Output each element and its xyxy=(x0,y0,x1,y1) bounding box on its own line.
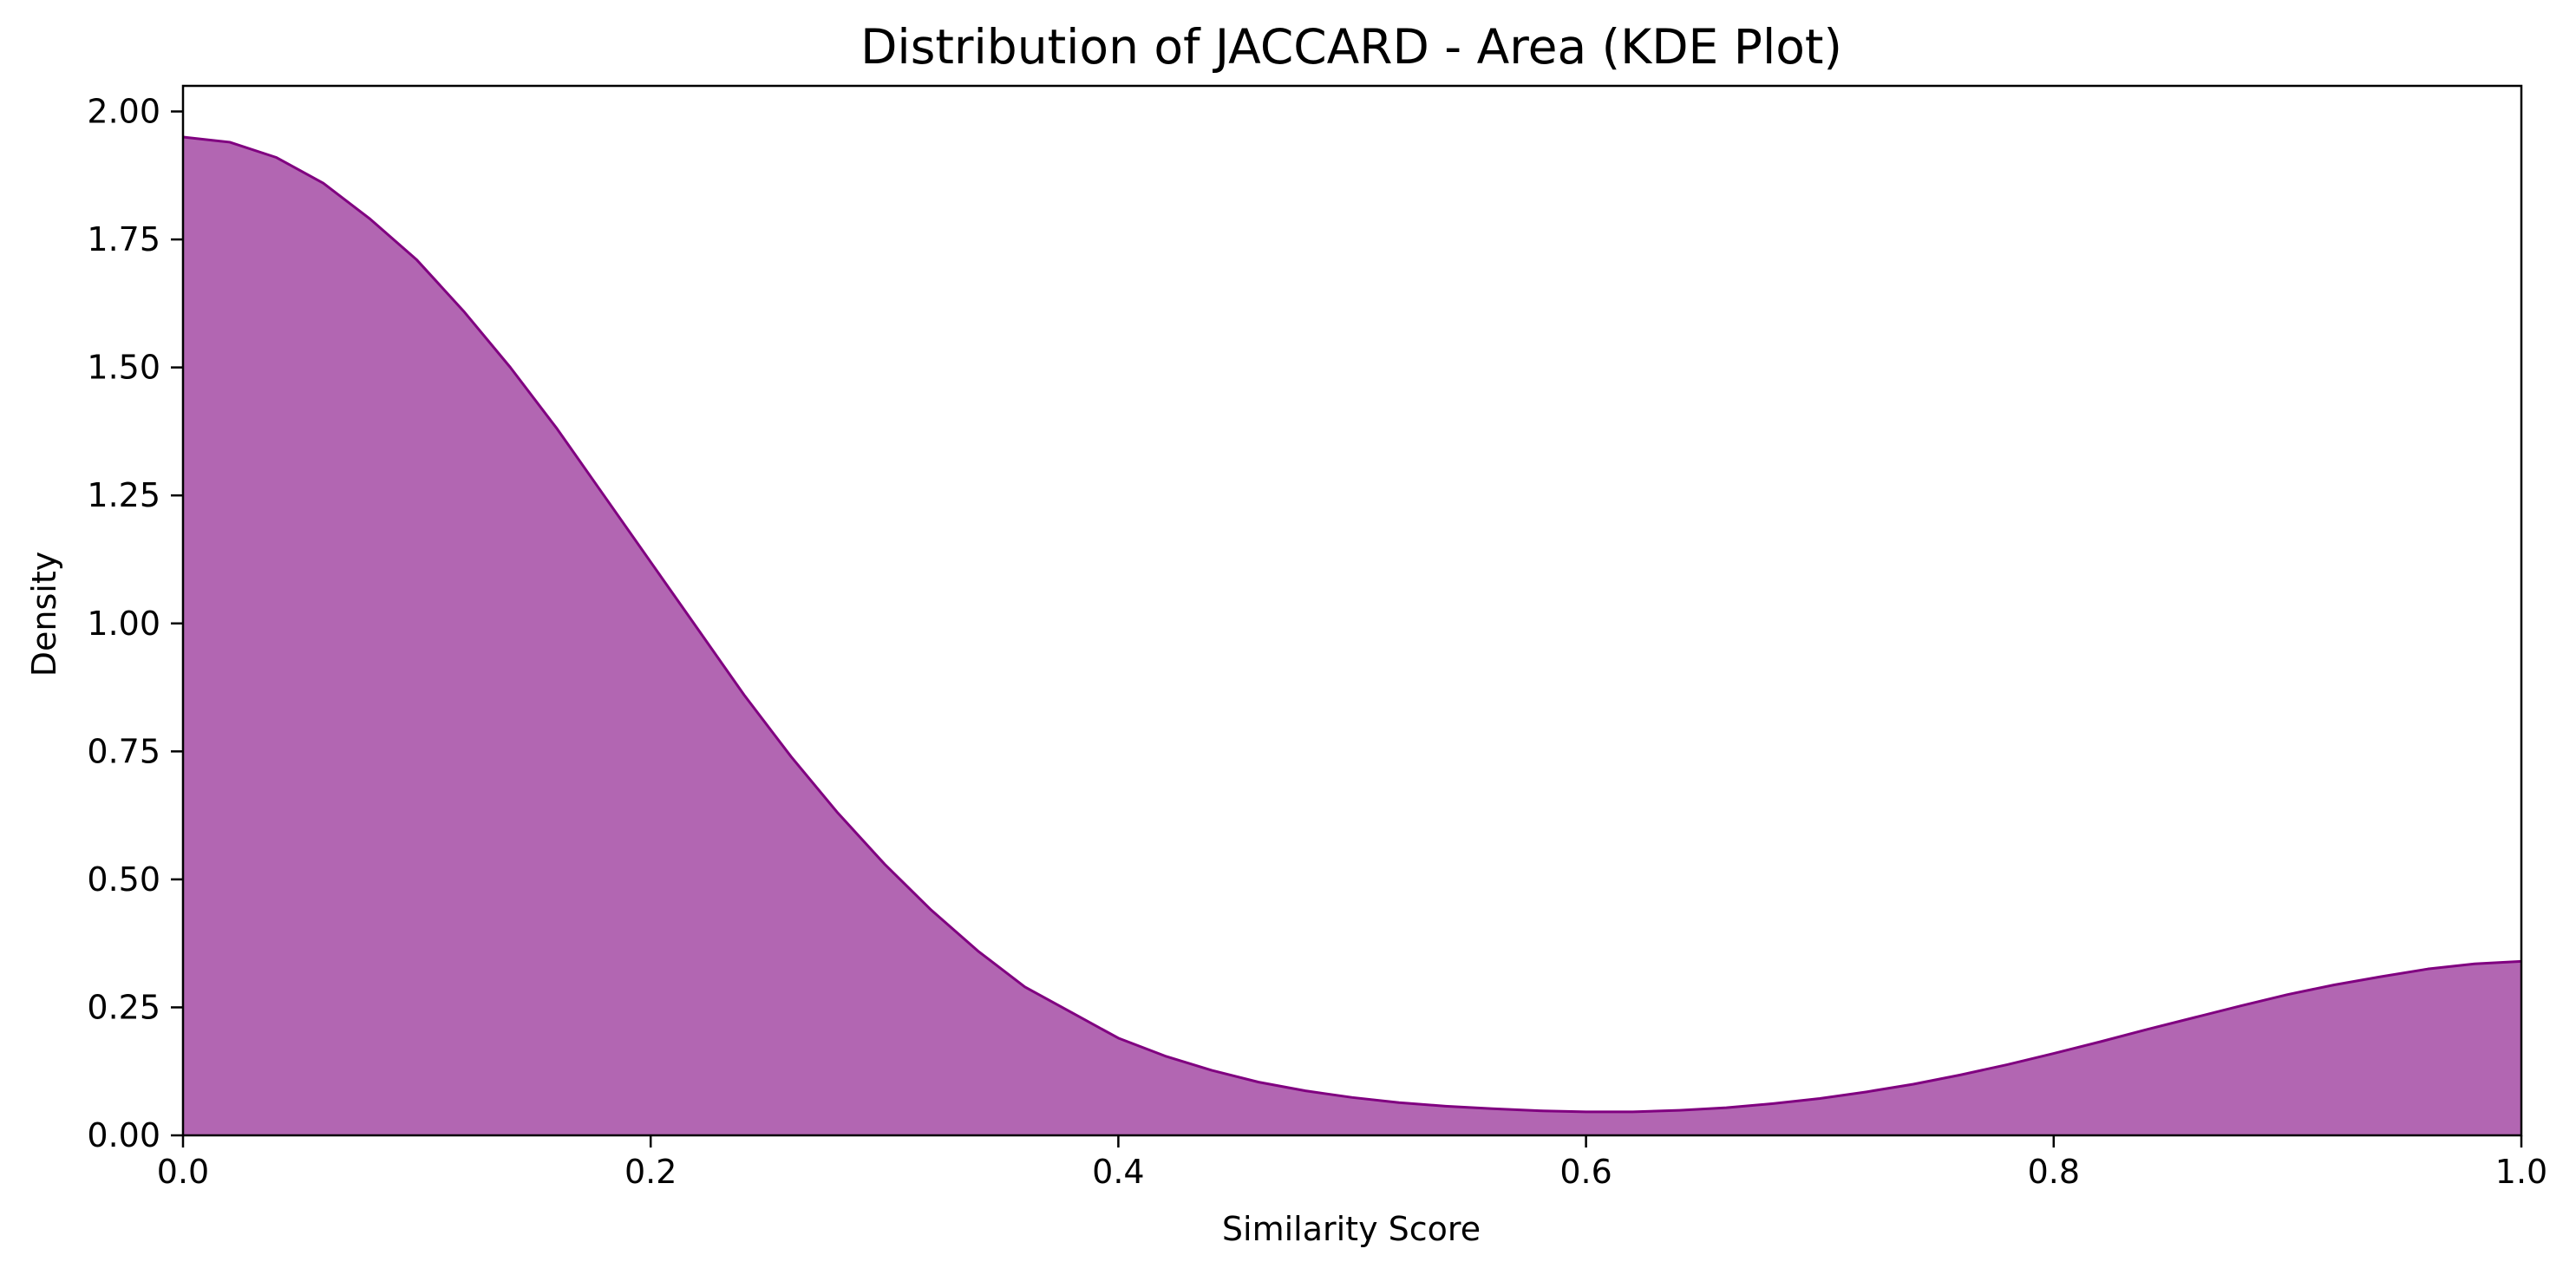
y-tick-label: 1.50 xyxy=(87,349,160,387)
y-axis: 0.00 0.25 0.50 0.75 1.00 1.25 1.50 1.75 2.00 xyxy=(87,93,183,1154)
plot-area xyxy=(181,84,2523,1137)
x-tick-label: 0.2 xyxy=(624,1153,677,1191)
density-area-fill xyxy=(183,137,2521,1135)
x-tick-label: 1.0 xyxy=(2495,1153,2547,1191)
y-tick-label: 1.25 xyxy=(87,476,160,514)
x-tick-label: 0.8 xyxy=(2028,1153,2080,1191)
y-tick-label: 0.75 xyxy=(87,732,160,770)
y-axis-label: Density xyxy=(25,552,63,677)
y-tick-label: 2.00 xyxy=(87,93,160,131)
x-tick-label: 0.6 xyxy=(1559,1153,1612,1191)
chart-title: Distribution of JACCARD - Area (KDE Plot… xyxy=(860,19,1842,75)
y-tick-label: 0.00 xyxy=(87,1116,160,1154)
y-tick-label: 0.25 xyxy=(87,988,160,1026)
y-tick-label: 1.75 xyxy=(87,220,160,258)
axes-frame xyxy=(181,84,2523,1137)
x-axis-label: Similarity Score xyxy=(1222,1210,1481,1248)
density-line xyxy=(182,135,2522,1114)
y-tick-label: 1.00 xyxy=(87,605,160,643)
x-tick-label: 0.4 xyxy=(1092,1153,1144,1191)
x-tick-label: 0.0 xyxy=(157,1153,209,1191)
x-axis: 0.0 0.2 0.4 0.6 0.8 1.0 xyxy=(157,1135,2547,1191)
y-tick-label: 0.50 xyxy=(87,860,160,899)
